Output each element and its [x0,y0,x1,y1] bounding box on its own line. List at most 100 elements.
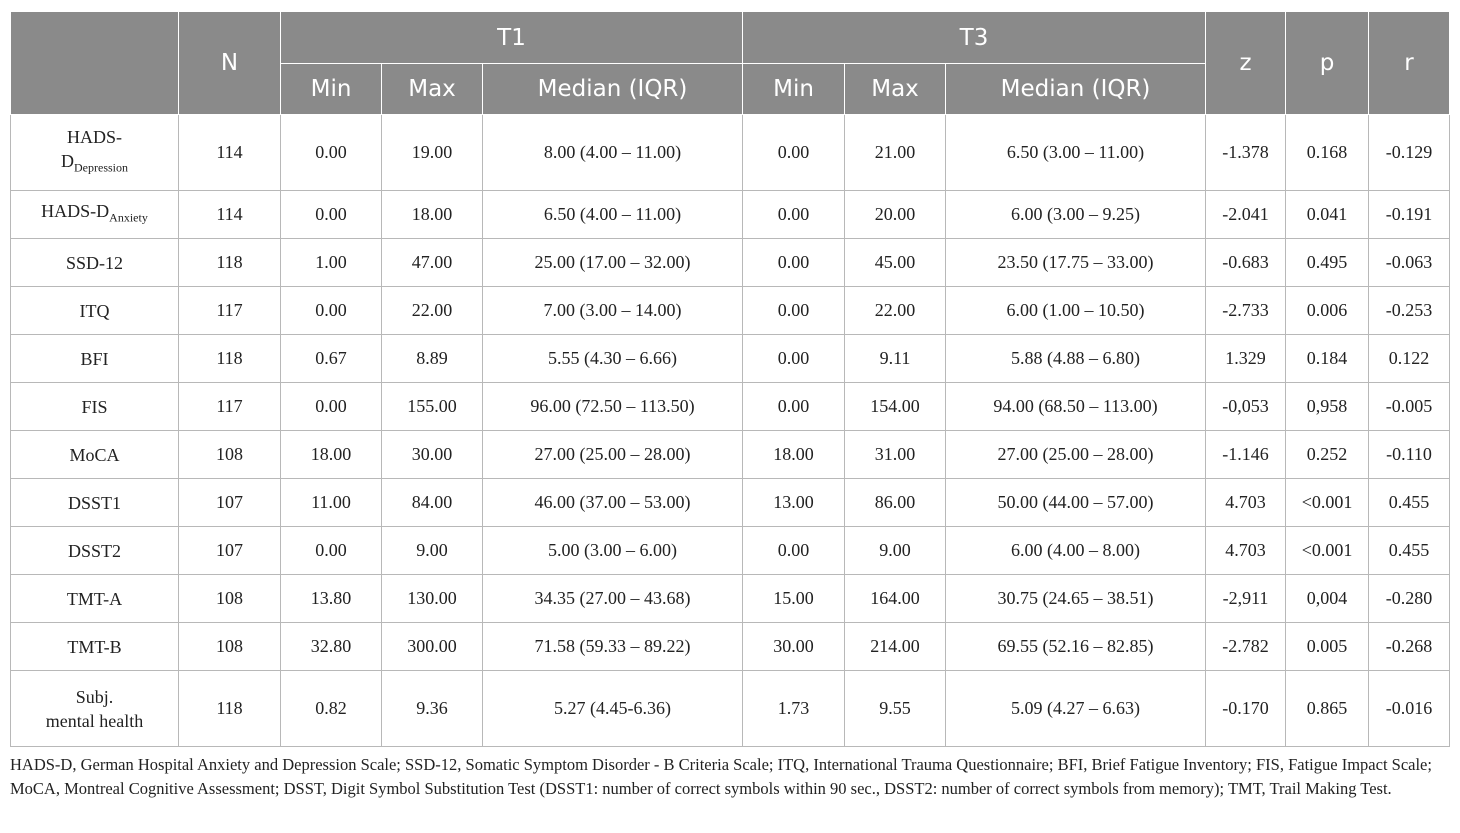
row-label: TMT-B [10,622,179,671]
row-label-main: BFI [80,348,109,369]
cell-n: 118 [178,238,281,287]
header-t1-min: Min [280,63,382,115]
cell-t3-median: 5.88 (4.88 – 6.80) [945,334,1207,383]
cell-z: -1.378 [1205,114,1287,191]
row-label-main: HADS-D [41,201,110,222]
cell-t1-min: 32.80 [280,622,382,671]
cell-p: 0.252 [1285,430,1370,479]
cell-t3-median: 6.00 (3.00 – 9.25) [945,190,1207,239]
cell-r: -0.280 [1368,574,1451,623]
cell-t1-min: 13.80 [280,574,382,623]
cell-n: 114 [178,190,281,239]
header-r: r [1368,11,1451,115]
cell-n: 108 [178,574,281,623]
cell-z: -0.683 [1205,238,1287,287]
cell-z: -2,911 [1205,574,1287,623]
cell-t3-max: 164.00 [844,574,947,623]
cell-t3-median: 94.00 (68.50 – 113.00) [945,382,1207,431]
header-t3-min: Min [742,63,846,115]
cell-z: -2.733 [1205,286,1287,335]
cell-t3-median: 50.00 (44.00 – 57.00) [945,478,1207,527]
table-row: DSST2 107 0.00 9.00 5.00 (3.00 – 6.00) 0.00 9.… [10,526,1451,575]
cell-t3-median: 23.50 (17.75 – 33.00) [945,238,1207,287]
cell-t1-min: 0.00 [280,382,382,431]
header-t3-median: Median (IQR) [945,63,1207,115]
cell-t1-median: 8.00 (4.00 – 11.00) [481,114,744,191]
cell-z: -1.146 [1205,430,1287,479]
cell-t1-median: 27.00 (25.00 – 28.00) [481,430,744,479]
cell-t3-median: 69.55 (52.16 – 82.85) [945,622,1207,671]
cell-t3-min: 30.00 [742,622,846,671]
row-label: DSST1 [10,478,179,527]
table-row: BFI 118 0.67 8.89 5.55 (4.30 – 6.66) 0.00 9.11… [10,334,1451,383]
row-label: MoCA [10,430,179,479]
cell-t1-min: 0.00 [280,526,382,575]
cell-n: 118 [178,334,281,383]
row-label-main: MoCA [69,444,120,465]
cell-p: 0.041 [1285,190,1370,239]
table-row: MoCA 108 18.00 30.00 27.00 (25.00 – 28.00) 18… [10,430,1451,479]
cell-t1-min: 18.00 [280,430,382,479]
table-header: N T1 T3 z p r Min Max Median (IQR) Min M… [10,11,1451,115]
cell-n: 107 [178,526,281,575]
cell-n: 117 [178,286,281,335]
cell-t1-max: 9.36 [381,670,483,747]
cell-t3-min: 0.00 [742,526,846,575]
cell-r: -0.110 [1368,430,1451,479]
cell-t1-min: 0.00 [280,286,382,335]
cell-t3-max: 9.00 [844,526,947,575]
cell-p: <0.001 [1285,526,1370,575]
cell-n: 108 [178,430,281,479]
cell-t1-max: 130.00 [381,574,483,623]
cell-n: 114 [178,114,281,191]
table-row: DSST1 107 11.00 84.00 46.00 (37.00 – 53.00) 1… [10,478,1451,527]
cell-t3-median: 27.00 (25.00 – 28.00) [945,430,1207,479]
cell-t3-min: 0.00 [742,286,846,335]
cell-n: 117 [178,382,281,431]
table-row: Subj. mental health 118 0.82 9.36 5.27 (4.45-… [10,670,1451,747]
cell-r: -0.268 [1368,622,1451,671]
row-label-main: HADS-D [61,127,122,172]
cell-t3-max: 31.00 [844,430,947,479]
cell-t3-max: 86.00 [844,478,947,527]
table-row: ITQ 117 0.00 22.00 7.00 (3.00 – 14.00) 0.00 22… [10,286,1451,335]
row-label-main: DSST2 [67,540,121,561]
cell-z: 4.703 [1205,526,1287,575]
cell-t3-median: 30.75 (24.65 – 38.51) [945,574,1207,623]
row-label-main: TMT-A [66,588,123,609]
cell-z: 4.703 [1205,478,1287,527]
cell-t1-max: 84.00 [381,478,483,527]
cell-t3-max: 20.00 [844,190,947,239]
cell-r: -0.129 [1368,114,1451,191]
cell-p: 0,004 [1285,574,1370,623]
table-row: HADS-DAnxiety 114 0.00 18.00 6.50 (4.00 – 11… [10,190,1451,239]
row-label-main: Subj. [75,686,114,707]
results-table: N T1 T3 z p r Min Max Median (IQR) Min M… [10,11,1451,747]
row-label: FIS [10,382,179,431]
cell-t1-min: 0.82 [280,670,382,747]
header-t1: T1 [279,11,744,64]
row-label: HADS-DAnxiety [10,190,179,239]
cell-n: 108 [178,622,281,671]
header-blank [10,11,179,115]
row-label: Subj. mental health [10,670,179,747]
cell-n: 118 [178,670,281,747]
table-row: TMT-B 108 32.80 300.00 71.58 (59.33 – 89.22)… [10,622,1451,671]
cell-p: 0.006 [1285,286,1370,335]
cell-t1-max: 8.89 [381,334,483,383]
cell-t1-median: 96.00 (72.50 – 113.50) [481,382,744,431]
cell-t1-median: 34.35 (27.00 – 43.68) [481,574,744,623]
cell-z: -2.041 [1205,190,1287,239]
cell-t3-max: 9.55 [844,670,947,747]
cell-t3-min: 1.73 [742,670,846,747]
cell-t3-min: 0.00 [742,382,846,431]
cell-t3-min: 0.00 [742,334,846,383]
cell-t3-median: 6.50 (3.00 – 11.00) [945,114,1207,191]
cell-t1-median: 5.27 (4.45-6.36) [481,670,744,747]
cell-t1-median: 25.00 (17.00 – 32.00) [481,238,744,287]
table-footnote: HADS-D, German Hospital Anxiety and Depr… [10,755,1432,798]
header-p: p [1285,11,1370,115]
cell-t1-min: 0.67 [280,334,382,383]
row-label-subscript: Anxiety [109,210,148,225]
cell-r: -0.005 [1368,382,1451,431]
